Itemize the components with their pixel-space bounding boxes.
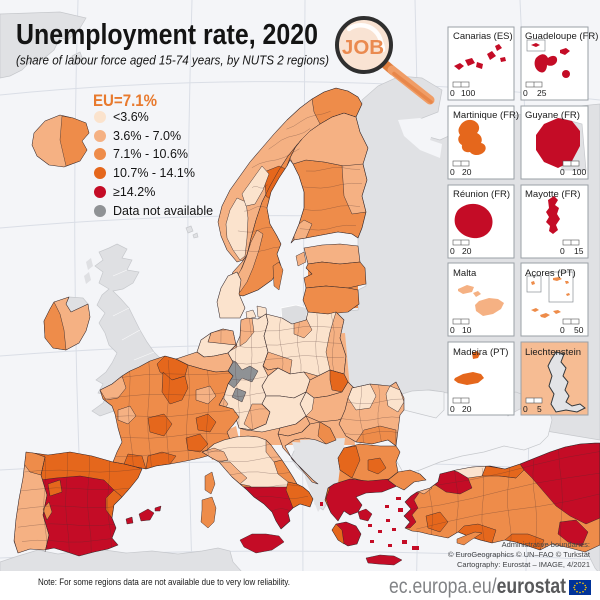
svg-text:0: 0 (450, 325, 455, 335)
svg-text:0: 0 (523, 404, 528, 414)
svg-text:50: 50 (574, 325, 584, 335)
svg-text:Administrative boundaries:: Administrative boundaries: (502, 540, 590, 549)
svg-text:Canarias (ES): Canarias (ES) (453, 31, 513, 42)
svg-text:100: 100 (572, 167, 586, 177)
svg-text:0: 0 (560, 246, 565, 256)
svg-text:0: 0 (523, 88, 528, 98)
svg-text:20: 20 (462, 404, 472, 414)
svg-text:5: 5 (537, 404, 542, 414)
svg-text:EU=7.1%: EU=7.1% (93, 91, 157, 110)
svg-text:Madeira (PT): Madeira (PT) (453, 347, 508, 358)
svg-text:Liechtenstein: Liechtenstein (525, 347, 581, 358)
svg-text:0: 0 (450, 404, 455, 414)
svg-text:ec.europa.eu/eurostat: ec.europa.eu/eurostat (389, 574, 566, 598)
svg-text:20: 20 (462, 167, 472, 177)
svg-text:25: 25 (537, 88, 547, 98)
svg-text:Guyane (FR): Guyane (FR) (525, 110, 580, 121)
svg-text:JOB: JOB (342, 36, 384, 59)
svg-text:© EuroGeographics © UN–FAO © T: © EuroGeographics © UN–FAO © Turkstat (448, 550, 591, 559)
svg-text:15: 15 (574, 246, 584, 256)
svg-text:0: 0 (450, 246, 455, 256)
svg-text:0: 0 (450, 167, 455, 177)
svg-text:Note: For some regions data ar: Note: For some regions data are not avai… (38, 577, 290, 587)
svg-text:Martinique (FR): Martinique (FR) (453, 110, 519, 121)
svg-text:10.7% - 14.1%: 10.7% - 14.1% (113, 166, 195, 180)
svg-text:Mayotte (FR): Mayotte (FR) (525, 189, 580, 200)
svg-text:Unemployment rate, 2020: Unemployment rate, 2020 (16, 19, 318, 51)
svg-text:10: 10 (462, 325, 472, 335)
svg-text:Data not available: Data not available (113, 204, 213, 218)
svg-text:0: 0 (560, 167, 565, 177)
svg-text:20: 20 (462, 246, 472, 256)
svg-text:Açores (PT): Açores (PT) (525, 268, 576, 279)
svg-text:≥14.2%: ≥14.2% (113, 185, 155, 199)
svg-text:(share of labour force aged 15: (share of labour force aged 15-74 years,… (16, 54, 329, 68)
svg-text:3.6% - 7.0%: 3.6% - 7.0% (113, 129, 181, 143)
svg-text:0: 0 (560, 325, 565, 335)
svg-text:Guadeloupe (FR): Guadeloupe (FR) (525, 31, 598, 42)
svg-text:100: 100 (461, 88, 475, 98)
svg-text:0: 0 (450, 88, 455, 98)
svg-text:<3.6%: <3.6% (113, 110, 149, 124)
svg-text:Malta: Malta (453, 268, 477, 279)
svg-text:Réunion (FR): Réunion (FR) (453, 189, 510, 200)
svg-text:Cartography: Eurostat – IMAGE,: Cartography: Eurostat – IMAGE, 4/2021 (457, 560, 590, 569)
svg-text:7.1% - 10.6%: 7.1% - 10.6% (113, 147, 188, 161)
